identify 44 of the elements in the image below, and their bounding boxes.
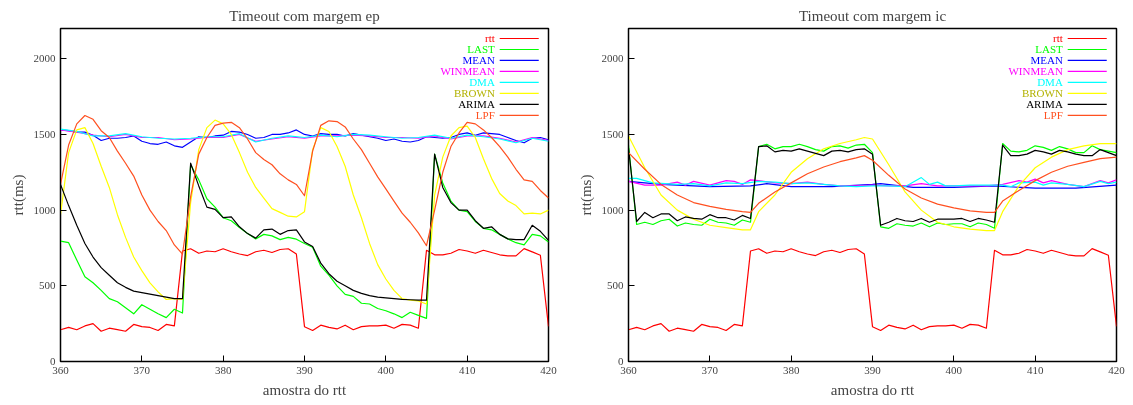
y-tick-label: 1000: [601, 203, 624, 216]
x-tick-label: 410: [458, 363, 476, 376]
y-tick-label: 0: [50, 355, 56, 367]
x-tick-label: 400: [945, 363, 963, 376]
legend-label: WINMEAN: [440, 65, 495, 78]
legend-label: MEAN: [1030, 54, 1063, 67]
legend-label: ARIMA: [1026, 98, 1063, 111]
legend-label: LAST: [1035, 43, 1064, 56]
chart-title: Timeout com margem ic: [798, 7, 947, 24]
x-tick-label: 380: [782, 363, 800, 376]
x-tick-label: 390: [864, 363, 882, 376]
legend-label: ARIMA: [458, 98, 495, 111]
y-axis-title: rtt(ms): [577, 174, 595, 216]
chart-title: Timeout com margem ep: [229, 7, 380, 24]
x-tick-label: 390: [296, 363, 314, 376]
x-tick-label: 400: [377, 363, 395, 376]
x-tick-label: 420: [540, 363, 558, 376]
x-tick-label: 410: [1026, 363, 1044, 376]
y-tick-label: 500: [39, 279, 56, 292]
y-tick-label: 500: [607, 279, 624, 292]
legend-label: rtt: [485, 32, 495, 45]
legend-label: MEAN: [462, 54, 495, 67]
x-tick-label: 420: [1108, 363, 1126, 376]
y-tick-label: 1500: [33, 127, 56, 140]
y-tick-label: 2000: [33, 52, 56, 65]
x-tick-label: 370: [133, 363, 151, 376]
x-axis-title: amostra do rtt: [830, 381, 915, 398]
y-tick-label: 2000: [601, 52, 624, 65]
legend-label: LAST: [467, 43, 496, 56]
y-axis-title: rtt(ms): [9, 174, 27, 216]
y-tick-label: 1500: [601, 127, 624, 140]
x-tick-label: 370: [701, 363, 719, 376]
legend-label: LPF: [1043, 109, 1063, 122]
legend-label: rtt: [1053, 32, 1063, 45]
legend-label: BROWN: [453, 87, 495, 100]
x-axis-title: amostra do rtt: [262, 381, 347, 398]
y-tick-label: 0: [618, 355, 624, 367]
legend-label: DMA: [469, 76, 495, 89]
legend-label: DMA: [1037, 76, 1063, 89]
y-tick-label: 1000: [33, 203, 56, 216]
legend-label: LPF: [475, 109, 495, 122]
legend-label: WINMEAN: [1008, 65, 1063, 78]
x-tick-label: 380: [214, 363, 232, 376]
legend-label: BROWN: [1021, 87, 1063, 100]
